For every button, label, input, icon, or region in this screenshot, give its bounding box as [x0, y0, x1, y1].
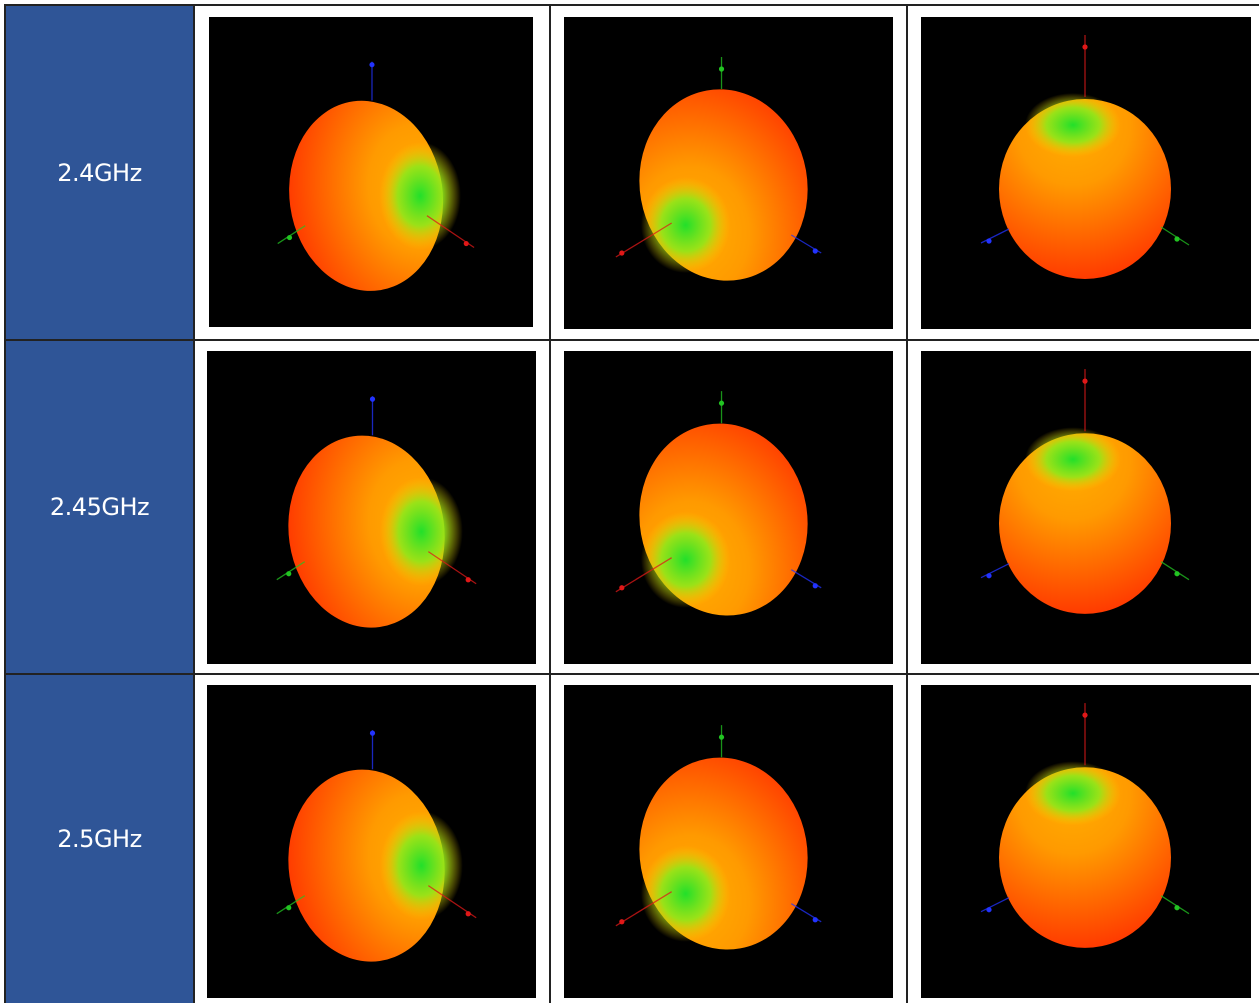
frequency-label: 2.45GHz [49, 493, 150, 521]
frequency-label: 2.5GHz [57, 825, 142, 853]
axis-marker [718, 734, 725, 740]
radiation-pattern-3d-icon [615, 725, 822, 950]
radiation-pattern-plot [207, 685, 536, 998]
pattern-null-region [379, 811, 463, 921]
axis-marker [286, 905, 292, 911]
axis-marker [286, 571, 292, 577]
axis-marker [1082, 44, 1088, 50]
radiation-pattern-plot [564, 685, 893, 998]
axis-marker [286, 234, 293, 241]
radiation-pattern-plot [207, 351, 536, 664]
radiation-pattern-plot [564, 17, 893, 329]
radiation-pattern-plot [921, 685, 1251, 998]
pattern-null-region [1025, 427, 1121, 492]
coordinate-axis [276, 895, 306, 915]
table-column-divider [549, 4, 551, 1003]
axis-marker [463, 240, 469, 247]
radiation-pattern-3d-icon [615, 57, 822, 281]
axis-marker [619, 250, 625, 256]
pattern-null-region [640, 845, 731, 942]
axis-marker [465, 577, 471, 583]
frequency-label: 2.4GHz [57, 158, 142, 187]
coordinate-axis [277, 225, 306, 245]
radiation-pattern-3d-icon [276, 396, 477, 628]
row-header-2: 2.45GHz [6, 341, 193, 673]
table-column-divider [906, 4, 908, 1003]
axis-marker [369, 62, 375, 68]
pattern-null-region [640, 177, 731, 273]
radiation-pattern-plot [921, 351, 1251, 664]
coordinate-axis [980, 228, 1010, 244]
pattern-null-region [1025, 93, 1121, 157]
axis-marker [619, 919, 625, 925]
coordinate-axis [1160, 895, 1190, 915]
table-column-divider [193, 4, 195, 1003]
pattern-lobe [639, 89, 808, 281]
table-border-top [4, 4, 1259, 6]
pattern-lobe [639, 423, 808, 616]
axis-marker [718, 66, 725, 72]
axis-marker [812, 917, 818, 923]
radiation-pattern-plot [209, 17, 533, 327]
row-header-3: 2.5GHz [6, 675, 193, 1003]
pattern-null-region [379, 477, 463, 587]
axis-marker [369, 730, 376, 736]
axis-marker [812, 248, 818, 254]
pattern-null-region [379, 141, 461, 250]
axis-marker [1174, 236, 1180, 242]
axis-marker [1174, 571, 1180, 577]
axis-marker [465, 911, 471, 917]
axis-marker [1082, 712, 1088, 718]
pattern-null-region [1025, 761, 1121, 826]
pattern-null-region [640, 511, 731, 608]
coordinate-axis [1160, 561, 1190, 581]
axis-marker [986, 238, 992, 244]
radiation-pattern-plot [921, 17, 1251, 329]
coordinate-axis [615, 222, 673, 258]
radiation-pattern-3d-icon [277, 61, 475, 291]
pattern-lobe [639, 757, 808, 950]
axis-marker [812, 583, 818, 589]
radiation-pattern-3d-icon [980, 369, 1190, 614]
radiation-pattern-3d-icon [980, 703, 1190, 948]
radiation-pattern-3d-icon [980, 35, 1190, 279]
coordinate-axis [980, 563, 1010, 579]
coordinate-axis [1160, 226, 1190, 246]
coordinate-axis [980, 897, 1010, 913]
axis-marker [1174, 905, 1180, 911]
axis-marker [1082, 378, 1088, 384]
table-border-left [4, 4, 6, 1003]
radiation-pattern-plot [564, 351, 893, 664]
table-row-divider [4, 673, 1259, 675]
axis-marker [986, 907, 992, 913]
axis-marker [718, 400, 725, 406]
coordinate-axis [276, 561, 306, 581]
radiation-pattern-3d-icon [276, 730, 477, 962]
axis-marker [619, 585, 625, 591]
axis-marker [986, 573, 992, 579]
radiation-pattern-3d-icon [615, 391, 822, 616]
table-row-divider [4, 339, 1259, 341]
row-header-1: 2.4GHz [6, 6, 193, 339]
axis-marker [369, 396, 376, 402]
coordinate-axis [615, 557, 673, 593]
coordinate-axis [615, 891, 673, 927]
